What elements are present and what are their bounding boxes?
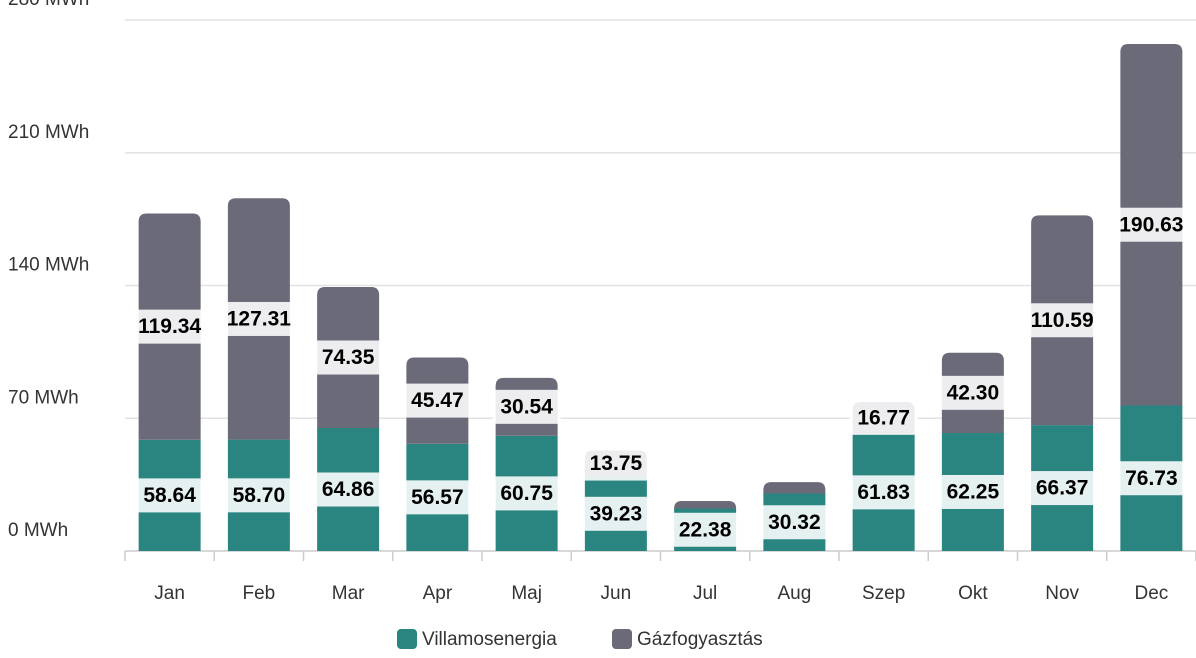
- y-tick-label: 140 MWh: [8, 255, 89, 276]
- data-label-bg: [135, 478, 204, 513]
- data-label: 16.77: [857, 406, 910, 429]
- data-label: 39.23: [590, 502, 643, 525]
- x-tick-label: Jul: [693, 583, 717, 604]
- legend-swatch: [612, 629, 632, 649]
- data-label-bg: [403, 480, 472, 515]
- data-label: 42.30: [947, 381, 1000, 404]
- data-label-bg: [1117, 207, 1186, 242]
- data-label: 60.75: [500, 482, 553, 505]
- data-label: 45.47: [411, 389, 464, 412]
- x-tick-label: Mar: [332, 583, 365, 604]
- data-label: 110.59: [1031, 309, 1094, 332]
- x-tick-label: Feb: [243, 583, 276, 604]
- data-label-bg: [581, 446, 650, 481]
- y-tick-label: 70 MWh: [8, 387, 79, 408]
- data-label: 127.31: [227, 308, 292, 331]
- x-tick-label: Nov: [1045, 583, 1079, 604]
- data-label: 13.75: [590, 452, 643, 475]
- data-label: 62.25: [947, 481, 1000, 504]
- data-label-bg: [938, 474, 1007, 509]
- data-label-bg: [760, 505, 829, 540]
- x-tick-label: Dec: [1134, 583, 1168, 604]
- data-label-bg: [224, 301, 293, 336]
- data-label-bg: [938, 375, 1007, 410]
- data-label: 190.63: [1119, 213, 1183, 236]
- x-tick-label: Okt: [958, 583, 988, 604]
- x-tick-label: Jan: [154, 583, 185, 604]
- data-label-bg: [314, 472, 383, 507]
- data-label-bg: [849, 475, 918, 510]
- data-label: 30.32: [768, 511, 821, 534]
- y-tick-label: 210 MWh: [8, 122, 89, 143]
- data-label: 30.54: [500, 395, 553, 418]
- x-tick-label: Apr: [423, 583, 453, 604]
- data-label: 119.34: [138, 315, 201, 338]
- data-label: 58.64: [143, 484, 196, 507]
- data-label-bg: [1117, 461, 1186, 496]
- bar-segment: [674, 500, 737, 509]
- data-label-bg: [314, 340, 383, 375]
- legend-swatch: [397, 629, 417, 649]
- data-label-bg: [671, 512, 740, 547]
- data-label-bg: [1028, 303, 1097, 338]
- data-label-bg: [1028, 471, 1097, 506]
- y-tick-label: 280 MWh: [8, 0, 89, 10]
- x-tick-label: Szep: [862, 583, 905, 604]
- y-tick-label: 0 MWh: [8, 520, 68, 541]
- data-label: 76.73: [1125, 467, 1178, 490]
- data-label-bg: [849, 400, 918, 435]
- data-label: 74.35: [322, 346, 375, 369]
- data-label-bg: [224, 478, 293, 513]
- data-label-bg: [492, 476, 561, 511]
- data-label: 64.86: [322, 478, 375, 501]
- x-tick-label: Aug: [777, 583, 811, 604]
- data-label-bg: [581, 496, 650, 531]
- data-label-bg: [135, 309, 204, 344]
- x-tick-label: Maj: [511, 583, 542, 604]
- data-label: 66.37: [1036, 477, 1089, 500]
- data-label: 56.57: [411, 486, 464, 509]
- data-label: 22.38: [679, 518, 732, 541]
- data-label: 61.83: [857, 481, 910, 504]
- data-label-bg: [403, 383, 472, 418]
- data-label: 58.70: [233, 484, 286, 507]
- legend-label: Villamosenergia: [422, 629, 557, 650]
- bar-segment: [763, 482, 826, 494]
- legend-label: Gázfogyasztás: [637, 629, 763, 650]
- x-tick-label: Jun: [601, 583, 632, 604]
- data-label-bg: [492, 389, 561, 424]
